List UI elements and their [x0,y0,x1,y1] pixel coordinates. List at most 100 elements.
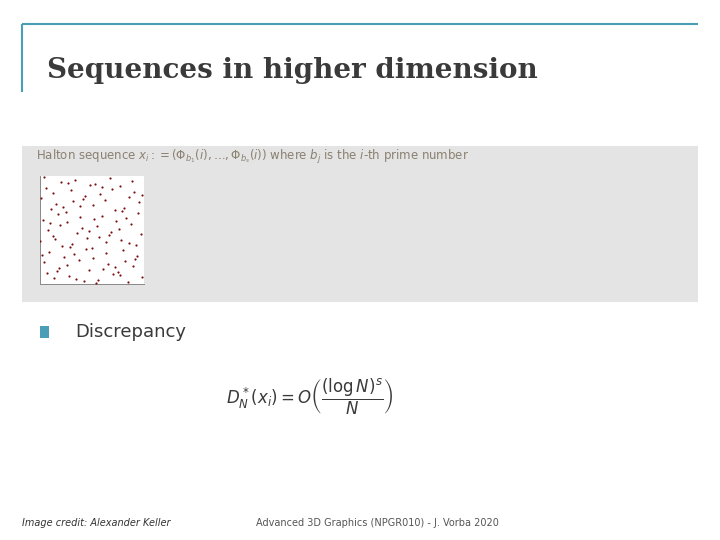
Point [68,250,80,259]
Point [73,255,84,264]
Point [39,258,50,266]
Point [62,218,73,226]
Point [45,205,57,213]
Point [70,175,81,184]
Point [84,180,96,189]
Text: Discrepancy: Discrepancy [76,323,186,341]
Point [50,199,62,208]
Point [115,235,127,244]
FancyBboxPatch shape [22,146,698,302]
Point [116,207,127,215]
Point [109,206,120,214]
Point [55,178,66,186]
Point [106,227,117,236]
Point [120,256,131,265]
Point [54,220,66,229]
Point [122,278,133,287]
Point [60,260,72,269]
Point [114,182,125,191]
Point [50,235,61,244]
Point [90,279,102,287]
Point [44,247,55,256]
Point [86,243,98,252]
Point [130,255,141,264]
Point [136,191,148,199]
Point [132,251,143,260]
Point [103,231,114,239]
Text: Advanced 3D Graphics (NPGR010) - J. Vorba 2020: Advanced 3D Graphics (NPGR010) - J. Vorb… [256,518,498,528]
Point [41,268,53,277]
Point [117,246,129,254]
Point [113,225,125,233]
Point [35,194,47,202]
Point [94,233,105,241]
Point [89,179,101,188]
Point [45,219,56,227]
Bar [40,326,49,338]
Point [112,267,124,276]
Point [107,270,119,279]
Point [87,200,99,209]
Point [96,183,108,191]
Point [133,198,145,206]
Point [127,262,138,271]
Point [47,231,58,240]
Point [83,266,94,274]
Point [71,228,83,237]
Point [78,276,89,285]
Point [63,179,74,187]
Point [100,248,112,257]
Point [79,191,91,200]
Point [52,210,63,219]
Text: Image credit: Alexander Keller: Image credit: Alexander Keller [22,518,170,528]
Point [67,197,78,205]
Text: Halton sequence $x_i := (\Phi_{b_1}(i),\ldots,\Phi_{b_s}(i))$ where $b_j$ is the: Halton sequence $x_i := (\Phi_{b_1}(i),\… [36,148,469,166]
Point [99,195,111,204]
Point [48,188,59,197]
Point [76,223,88,232]
Point [63,271,75,280]
Point [81,245,92,253]
Point [66,239,78,248]
Point [58,253,70,261]
Point [97,265,109,273]
Point [42,226,53,234]
Point [58,202,69,211]
Point [96,211,107,220]
Point [75,202,86,211]
Point [77,195,89,204]
Point [102,259,114,268]
Point [53,263,65,272]
Point [84,227,95,235]
Point [91,222,102,231]
Point [64,243,76,252]
Point [36,251,48,259]
Point [93,275,104,284]
Point [101,238,112,246]
Point [128,187,140,196]
Point [65,186,76,194]
Point [126,177,138,185]
Point [94,190,106,199]
Point [37,215,49,224]
Point [130,240,142,249]
Point [119,203,130,212]
Point [89,215,100,224]
Point [109,263,121,272]
Point [122,239,134,247]
Point [135,230,146,239]
Point [132,208,144,217]
Point [51,267,63,275]
Point [60,207,71,216]
Point [81,234,93,242]
Point [57,242,68,251]
Point [71,275,82,284]
Point [38,172,50,181]
Point [74,213,86,221]
Point [107,185,118,193]
Point [104,174,115,183]
Text: $D_N^*(x_i) = O\left(\dfrac{(\log N)^s}{N}\right)$: $D_N^*(x_i) = O\left(\dfrac{(\log N)^s}{… [226,377,393,417]
Text: Sequences in higher dimension: Sequences in higher dimension [47,57,538,84]
Point [88,254,99,262]
Point [40,183,52,192]
